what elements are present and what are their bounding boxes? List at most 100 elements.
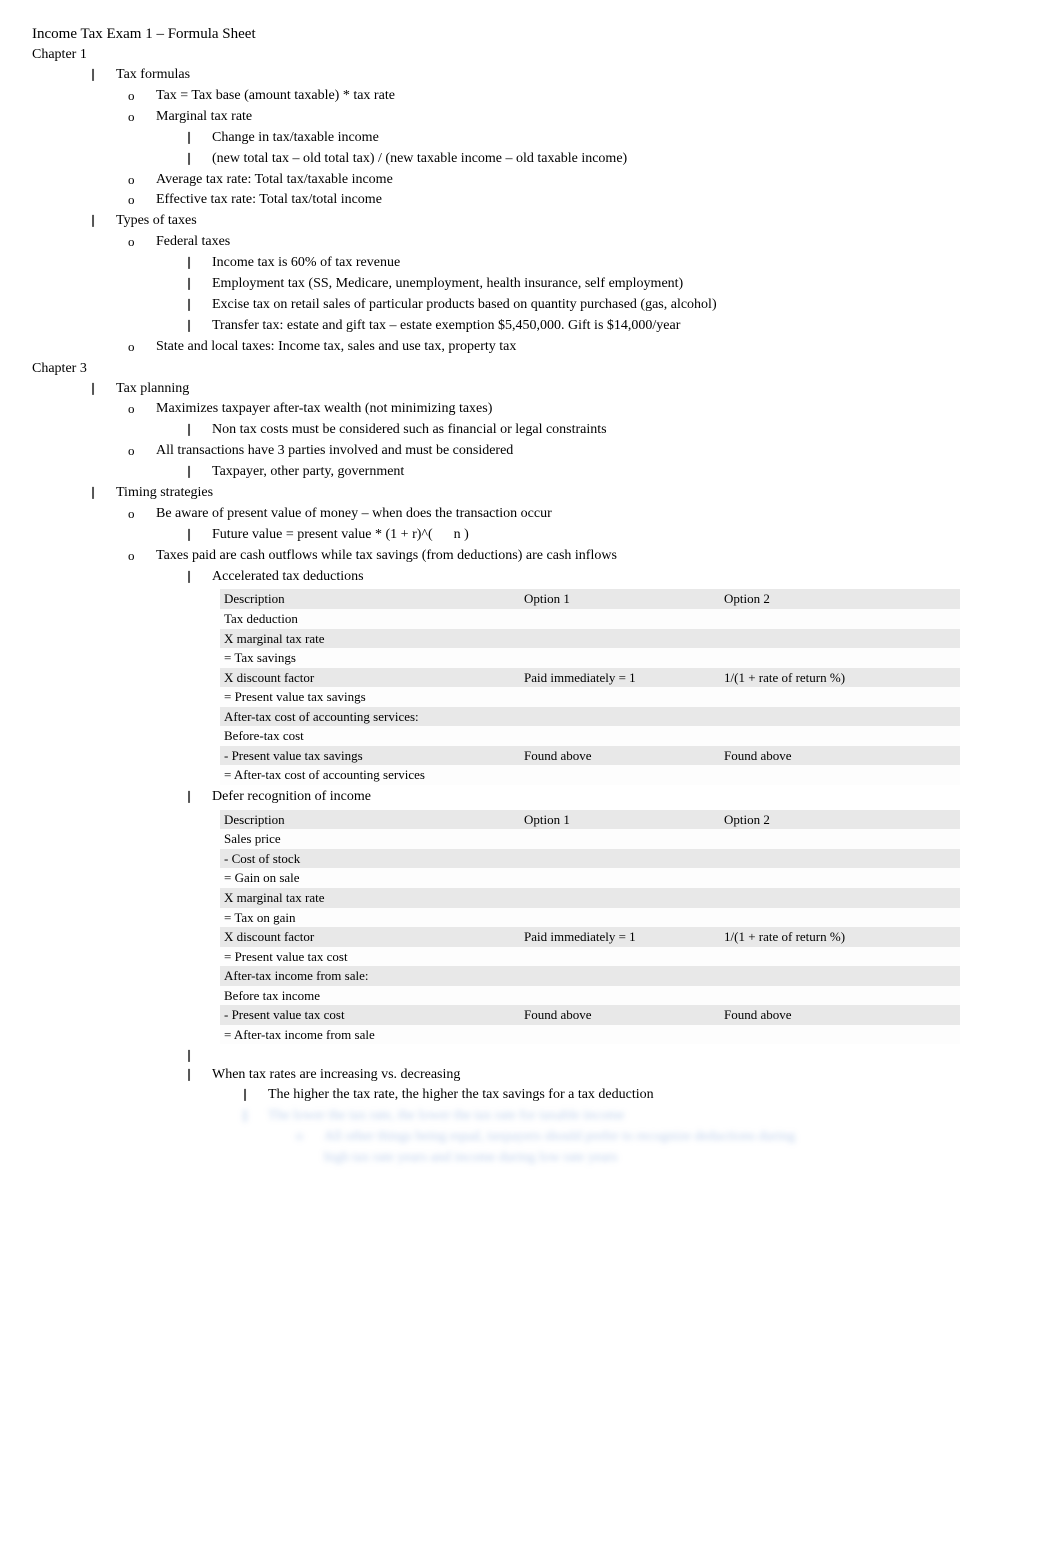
bullet-icon: ❙ [88,66,116,82]
bullet-icon: ❙ [184,129,212,145]
list-item: o Maximizes taxpayer after-tax wealth (n… [128,399,1038,420]
table-cell: Found above [524,1006,724,1024]
blurred-text: All other things being equal, taxpayers … [324,1128,795,1147]
list-item: ❙ Transfer tax: estate and gift tax – es… [184,316,1038,337]
table-row: = Gain on sale [220,868,960,888]
list-item: o State and local taxes: Income tax, sal… [128,337,1038,358]
list-item: ❙ Tax planning [88,379,1038,400]
table-cell: = After-tax cost of accounting services [224,766,524,784]
table-cell: Paid immediately = 1 [524,928,724,946]
table-cell: Option 2 [724,590,944,608]
text: Non tax costs must be considered such as… [212,421,607,440]
table-row: X marginal tax rate [220,629,960,649]
table-cell: Option 2 [724,811,944,829]
text: All transactions have 3 parties involved… [156,442,513,461]
list-item: o Marginal tax rate [128,107,1038,128]
text: Tax = Tax base (amount taxable) * tax ra… [156,87,395,106]
bullet-icon: ❙ [184,1066,212,1082]
blurred-text: The lower the tax rate, the lower the ta… [268,1107,624,1126]
table-row: Before-tax cost [220,726,960,746]
table-cell [524,708,724,726]
list-item: ❙ Defer recognition of income [184,787,1038,808]
list-item: o Tax = Tax base (amount taxable) * tax … [128,86,1038,107]
table-cell [524,909,724,927]
table-cell [724,649,944,667]
table-cell [724,766,944,784]
list-item: ❙ (new total tax – old total tax) / (new… [184,149,1038,170]
tax-formulas-label: Tax formulas [116,66,190,85]
table-cell [724,630,944,648]
table-cell: X discount factor [224,928,524,946]
table-cell [724,708,944,726]
bullet-icon: ❙ [184,254,212,270]
bullet-icon: ❙ [184,568,212,584]
table-cell: = Present value tax cost [224,948,524,966]
table-cell: = Present value tax savings [224,688,524,706]
table-cell: = Tax on gain [224,909,524,927]
list-item: o Federal taxes [128,232,1038,253]
table-cell: Option 1 [524,590,724,608]
text: Marginal tax rate [156,108,252,127]
table-cell: Before tax income [224,987,524,1005]
text: Change in tax/taxable income [212,129,379,148]
table-cell [524,727,724,745]
bullet-icon: o [128,338,156,356]
table-cell [524,688,724,706]
list-item: o Average tax rate: Total tax/taxable in… [128,170,1038,191]
table-cell: - Present value tax cost [224,1006,524,1024]
table-row: X discount factorPaid immediately = 11/(… [220,668,960,688]
table-cell [724,727,944,745]
list-item: ❙ Types of taxes [88,211,1038,232]
bullet-icon: o [128,87,156,105]
table-cell: After-tax income from sale: [224,967,524,985]
bullet-icon: ❙ [184,275,212,291]
table-cell [524,850,724,868]
bullet-icon: ❙ [184,788,212,804]
fv-formula: Future value = present value * (1 + r)^( [212,527,433,542]
text: Taxpayer, other party, government [212,463,404,482]
bullet-icon: o [128,191,156,209]
list-item: ❙ Change in tax/taxable income [184,128,1038,149]
bullet-icon: o [128,108,156,126]
list-item: ❙ The higher the tax rate, the higher th… [240,1085,1038,1106]
table-cell: - Cost of stock [224,850,524,868]
chapter-3-heading: Chapter 3 [32,360,1038,379]
table-cell [724,1026,944,1044]
table-cell: Option 1 [524,811,724,829]
text: The higher the tax rate, the higher the … [268,1086,654,1105]
table-cell [524,948,724,966]
table-cell: = After-tax income from sale [224,1026,524,1044]
bullet-icon: ❙ [88,212,116,228]
table-cell [724,830,944,848]
list-item: ❙ When tax rates are increasing vs. decr… [184,1065,1038,1086]
table-cell: Found above [724,1006,944,1024]
accelerated-deductions-label: Accelerated tax deductions [212,568,364,587]
table-cell: - Present value tax savings [224,747,524,765]
types-of-taxes-label: Types of taxes [116,212,197,231]
table-cell: = Gain on sale [224,869,524,887]
table-cell [724,909,944,927]
table-cell [724,850,944,868]
table-cell [724,967,944,985]
table-row: = After-tax cost of accounting services [220,765,960,785]
text: Employment tax (SS, Medicare, unemployme… [212,275,683,294]
fv-n: n ) [454,527,469,542]
table-row: Tax deduction [220,609,960,629]
text: Average tax rate: Total tax/taxable inco… [156,171,393,190]
text: Federal taxes [156,233,230,252]
list-item: ❙ Taxpayer, other party, government [184,462,1038,483]
table-cell: = Tax savings [224,649,524,667]
bullet-icon: ❙ [184,463,212,479]
list-item: o All transactions have 3 parties involv… [128,441,1038,462]
table-row: - Cost of stock [220,849,960,869]
bullet-icon: ❙ [184,526,212,542]
table-header-row: DescriptionOption 1Option 2 [220,810,960,830]
bullet-icon: ❙ [88,380,116,396]
accelerated-deductions-table: DescriptionOption 1Option 2Tax deduction… [220,589,960,784]
table-cell: After-tax cost of accounting services: [224,708,524,726]
table-cell: 1/(1 + rate of return %) [724,669,944,687]
table-row: Sales price [220,829,960,849]
inc-dec-label: When tax rates are increasing vs. decrea… [212,1066,460,1085]
table-cell: 1/(1 + rate of return %) [724,928,944,946]
table-row: - Present value tax savingsFound aboveFo… [220,746,960,766]
